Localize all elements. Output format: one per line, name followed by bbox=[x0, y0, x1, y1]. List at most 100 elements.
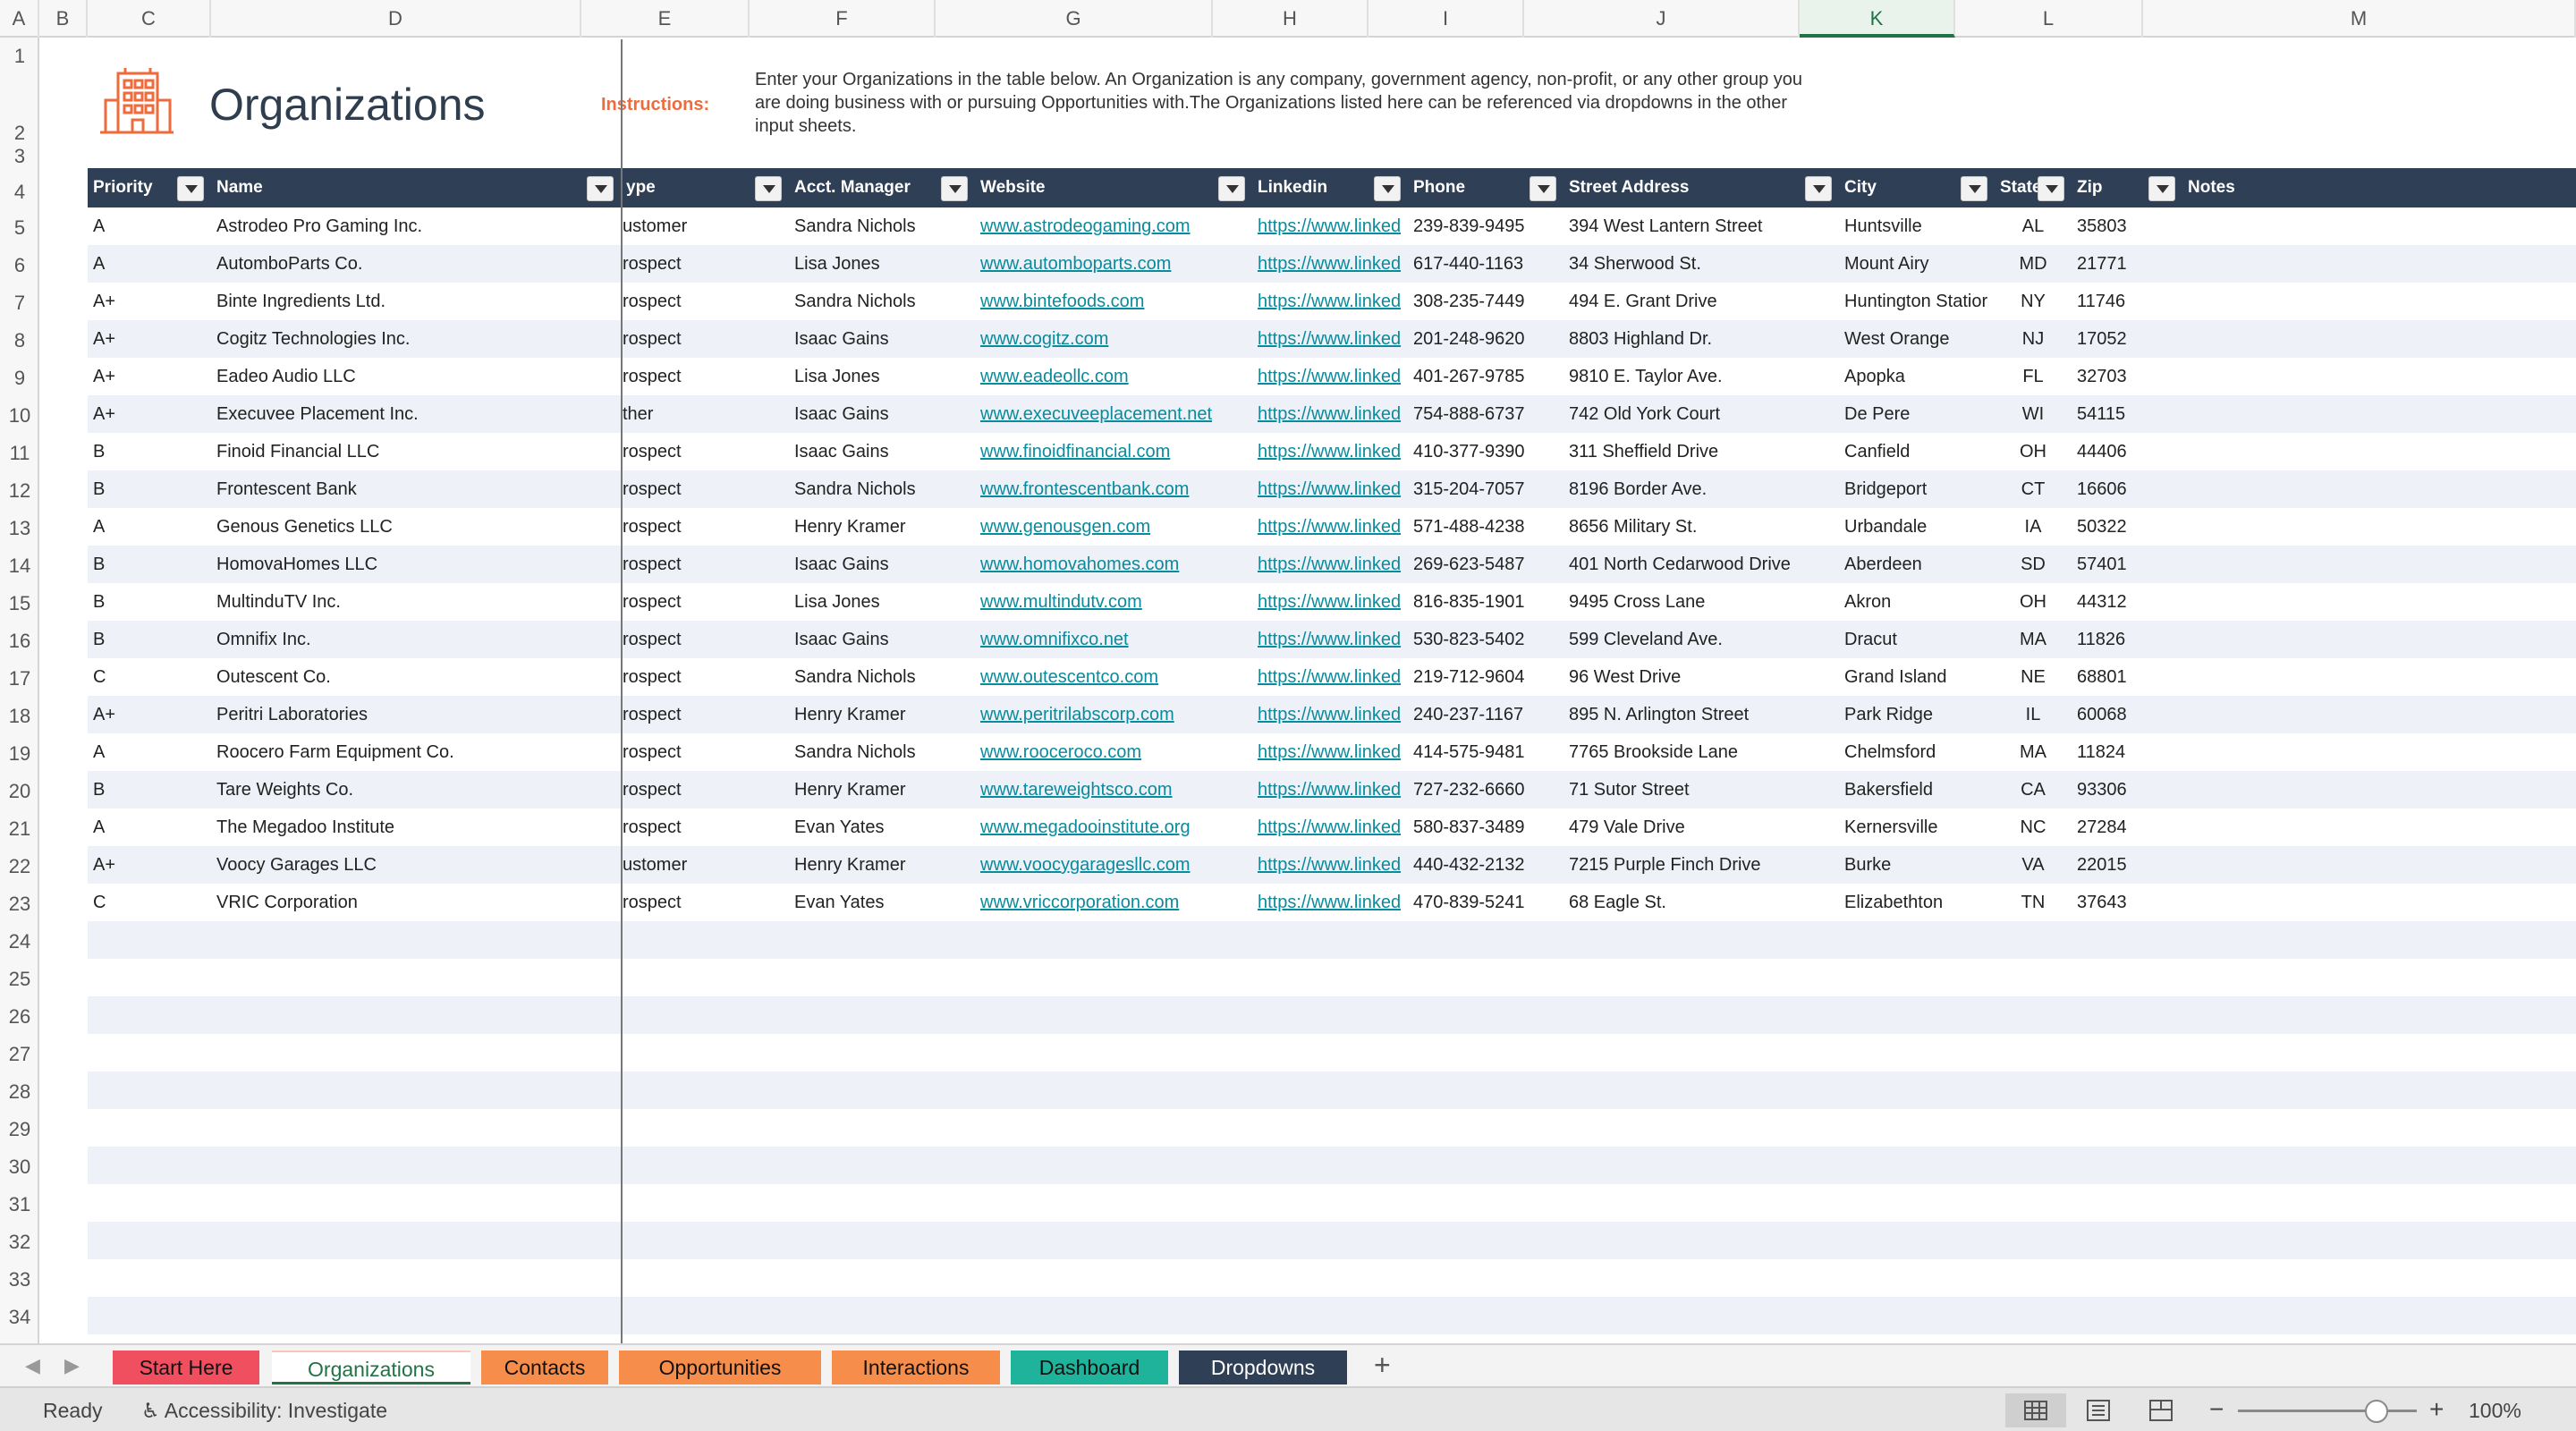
column-header-h[interactable]: H bbox=[1213, 0, 1368, 38]
row-header[interactable]: 16 bbox=[8, 630, 31, 652]
scroll-tabs-right-icon[interactable]: ▶ bbox=[64, 1354, 80, 1376]
city-cell[interactable]: Canfield bbox=[1844, 442, 1911, 461]
street-address-cell[interactable]: 8196 Border Ave. bbox=[1569, 479, 1707, 499]
zip-cell[interactable]: 17052 bbox=[2077, 329, 2127, 349]
priority-cell[interactable]: A bbox=[93, 254, 106, 274]
row-header[interactable]: 6 bbox=[13, 254, 26, 276]
phone-cell[interactable]: 308-235-7449 bbox=[1413, 292, 1525, 311]
city-cell[interactable]: Grand Island bbox=[1844, 667, 1947, 687]
name-cell[interactable]: Voocy Garages LLC bbox=[216, 855, 377, 875]
row-header[interactable]: 33 bbox=[8, 1268, 31, 1291]
state-cell[interactable]: OH bbox=[2020, 442, 2046, 461]
page-layout-view-button[interactable] bbox=[2068, 1393, 2129, 1427]
priority-cell[interactable]: A bbox=[93, 517, 106, 537]
phone-cell[interactable]: 410-377-9390 bbox=[1413, 442, 1525, 461]
website-link[interactable]: www.cogitz.com bbox=[980, 329, 1109, 349]
phone-cell[interactable]: 571-488-4238 bbox=[1413, 517, 1525, 537]
city-cell[interactable]: Aberdeen bbox=[1844, 555, 1922, 574]
city-cell[interactable]: Huntsville bbox=[1844, 216, 1922, 236]
zip-cell[interactable]: 22015 bbox=[2077, 855, 2127, 875]
table-row[interactable]: A Roocero Farm Equipment Co. rospect Sandra… bbox=[88, 733, 2576, 771]
zip-cell[interactable]: 44312 bbox=[2077, 592, 2127, 612]
priority-cell[interactable]: A+ bbox=[93, 292, 116, 311]
linkedin-link[interactable]: https://www.linked bbox=[1258, 367, 1402, 386]
street-address-cell[interactable]: 7215 Purple Finch Drive bbox=[1569, 855, 1761, 875]
table-row[interactable]: B MultinduTV Inc. rospect Lisa Jones www.mul… bbox=[88, 583, 2576, 621]
priority-cell[interactable]: B bbox=[93, 479, 106, 499]
phone-cell[interactable]: 201-248-9620 bbox=[1413, 329, 1525, 349]
zip-cell[interactable]: 68801 bbox=[2077, 667, 2127, 687]
zip-cell[interactable]: 93306 bbox=[2077, 780, 2127, 800]
phone-cell[interactable]: 401-267-9785 bbox=[1413, 367, 1525, 386]
linkedin-link[interactable]: https://www.linked bbox=[1258, 592, 1402, 612]
website-link[interactable]: www.rooceroco.com bbox=[980, 742, 1142, 762]
acct-manager-cell[interactable]: Henry Kramer bbox=[794, 705, 906, 724]
linkedin-link[interactable]: https://www.linked bbox=[1258, 254, 1402, 274]
table-row[interactable]: A AutomboParts Co. rospect Lisa Jones www.au… bbox=[88, 245, 2576, 283]
zip-cell[interactable]: 60068 bbox=[2077, 705, 2127, 724]
column-header-g[interactable]: G bbox=[936, 0, 1213, 38]
sheet-tab-start-here[interactable]: Start Here bbox=[113, 1351, 259, 1384]
zip-cell[interactable]: 11824 bbox=[2077, 742, 2126, 762]
acct-manager-cell[interactable]: Isaac Gains bbox=[794, 442, 889, 461]
table-row[interactable]: B Frontescent Bank rospect Sandra Nichols ww… bbox=[88, 470, 2576, 508]
type-cell[interactable]: rospect bbox=[623, 367, 682, 386]
name-cell[interactable]: AutomboParts Co. bbox=[216, 254, 363, 274]
priority-cell[interactable]: A bbox=[93, 817, 106, 837]
column-header-m[interactable]: M bbox=[2143, 0, 2576, 38]
table-row[interactable]: C Outescent Co. rospect Sandra Nichols www.o… bbox=[88, 658, 2576, 696]
row-header[interactable]: 25 bbox=[8, 968, 31, 990]
table-row[interactable]: A Genous Genetics LLC rospect Henry Kramer w… bbox=[88, 508, 2576, 546]
linkedin-link[interactable]: https://www.linked bbox=[1258, 216, 1402, 236]
filter-dropdown-icon[interactable] bbox=[1530, 176, 1556, 201]
website-link[interactable]: www.homovahomes.com bbox=[980, 555, 1180, 574]
state-cell[interactable]: NE bbox=[2021, 667, 2046, 687]
column-header-k[interactable]: K bbox=[1800, 0, 1955, 38]
name-cell[interactable]: MultinduTV Inc. bbox=[216, 592, 341, 612]
phone-cell[interactable]: 240-237-1167 bbox=[1413, 705, 1524, 724]
street-address-cell[interactable]: 8656 Military St. bbox=[1569, 517, 1698, 537]
acct-manager-cell[interactable]: Lisa Jones bbox=[794, 592, 880, 612]
zoom-slider-thumb[interactable] bbox=[2364, 1400, 2388, 1423]
city-cell[interactable]: Dracut bbox=[1844, 630, 1897, 649]
street-address-cell[interactable]: 8803 Highland Dr. bbox=[1569, 329, 1713, 349]
state-cell[interactable]: FL bbox=[2022, 367, 2044, 386]
name-cell[interactable]: Execuvee Placement Inc. bbox=[216, 404, 419, 424]
sheet-tab-dashboard[interactable]: Dashboard bbox=[1011, 1351, 1168, 1384]
table-row[interactable]: A+ Execuvee Placement Inc. ther Isaac Gains… bbox=[88, 395, 2576, 433]
phone-cell[interactable]: 530-823-5402 bbox=[1413, 630, 1525, 649]
acct-manager-cell[interactable]: Henry Kramer bbox=[794, 855, 906, 875]
type-cell[interactable]: rospect bbox=[623, 479, 682, 499]
website-link[interactable]: www.outescentco.com bbox=[980, 667, 1158, 687]
city-cell[interactable]: West Orange bbox=[1844, 329, 1950, 349]
name-cell[interactable]: Genous Genetics LLC bbox=[216, 517, 393, 537]
street-address-cell[interactable]: 71 Sutor Street bbox=[1569, 780, 1690, 800]
priority-cell[interactable]: B bbox=[93, 555, 106, 574]
linkedin-link[interactable]: https://www.linked bbox=[1258, 404, 1402, 424]
website-link[interactable]: www.automboparts.com bbox=[980, 254, 1172, 274]
type-cell[interactable]: rospect bbox=[623, 630, 682, 649]
row-header[interactable]: 30 bbox=[8, 1156, 31, 1178]
city-cell[interactable]: Huntington Statior bbox=[1844, 292, 1988, 311]
state-cell[interactable]: WI bbox=[2021, 404, 2045, 424]
type-cell[interactable]: rospect bbox=[623, 592, 682, 612]
row-header[interactable]: 14 bbox=[8, 555, 31, 577]
website-link[interactable]: www.tareweightsco.com bbox=[980, 780, 1173, 800]
priority-cell[interactable]: A+ bbox=[93, 855, 116, 875]
street-address-cell[interactable]: 311 Sheffield Drive bbox=[1569, 442, 1719, 461]
name-cell[interactable]: Frontescent Bank bbox=[216, 479, 357, 499]
state-cell[interactable]: SD bbox=[2021, 555, 2046, 574]
type-cell[interactable]: rospect bbox=[623, 742, 682, 762]
row-header[interactable]: 24 bbox=[8, 930, 31, 953]
website-link[interactable]: www.omnifixco.net bbox=[980, 630, 1129, 649]
zip-cell[interactable]: 27284 bbox=[2077, 817, 2127, 837]
zip-cell[interactable]: 21771 bbox=[2077, 254, 2127, 274]
priority-cell[interactable]: A+ bbox=[93, 404, 116, 424]
linkedin-link[interactable]: https://www.linked bbox=[1258, 479, 1402, 499]
row-header[interactable]: 23 bbox=[8, 893, 31, 915]
website-link[interactable]: www.bintefoods.com bbox=[980, 292, 1145, 311]
priority-cell[interactable]: B bbox=[93, 442, 106, 461]
phone-cell[interactable]: 315-204-7057 bbox=[1413, 479, 1525, 499]
column-header-i[interactable]: I bbox=[1368, 0, 1524, 38]
column-header-l[interactable]: L bbox=[1955, 0, 2143, 38]
